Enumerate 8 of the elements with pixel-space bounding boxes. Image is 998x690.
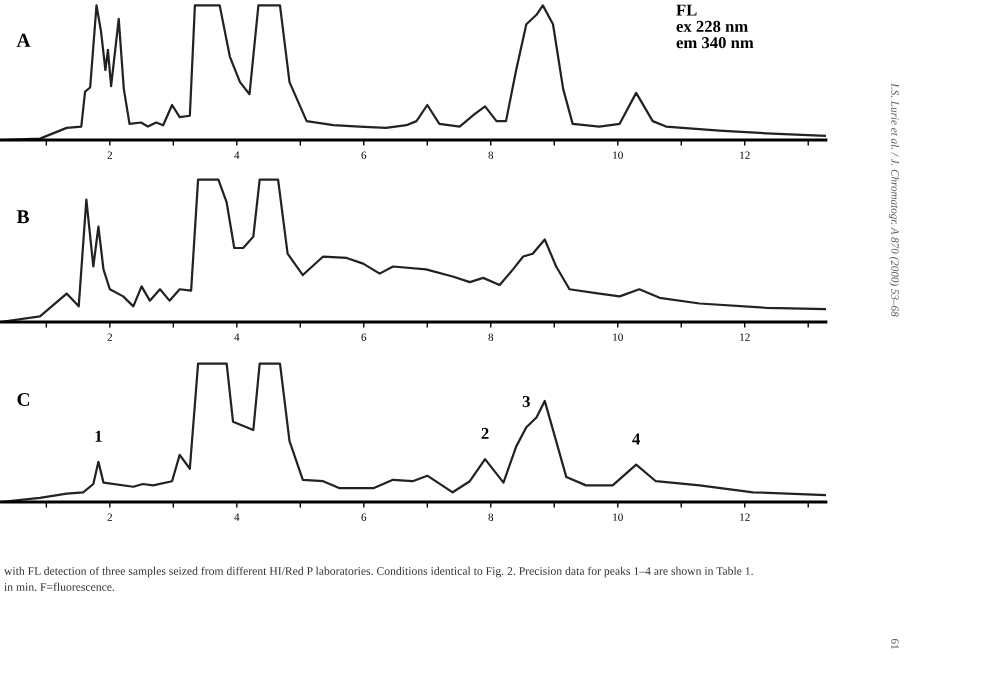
- text: B: [16, 210, 29, 224]
- annotation: 1: [95, 430, 102, 442]
- annotation: 3: [522, 395, 530, 408]
- annotation: 4: [632, 433, 641, 445]
- annotation: 2: [481, 427, 489, 439]
- annotation: FL ex 228 nm em 340 nm: [676, 4, 754, 49]
- text: C: [17, 393, 30, 407]
- text: A: [16, 33, 31, 47]
